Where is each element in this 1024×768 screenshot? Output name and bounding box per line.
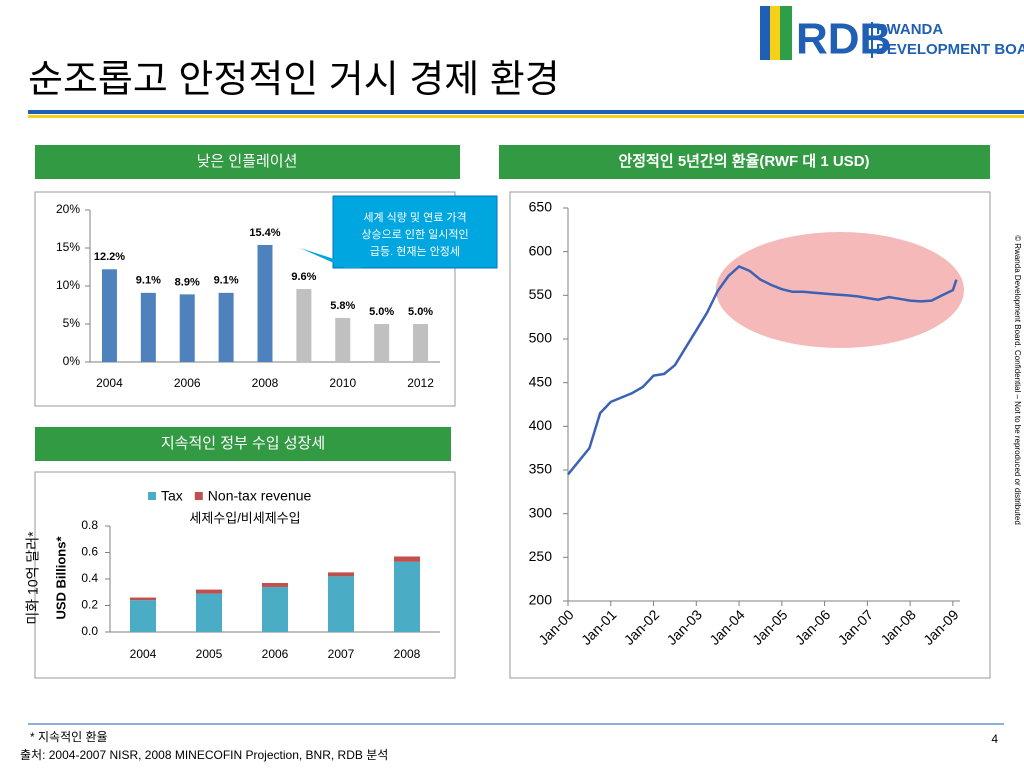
x-tick-label: 2007: [328, 647, 355, 661]
bar-segment: [130, 600, 156, 632]
page-number: 4: [991, 732, 998, 746]
x-tick-label: 2004: [130, 647, 157, 661]
bar: [335, 317, 351, 362]
y-tick-label: 200: [529, 592, 553, 608]
data-label: 9.1%: [214, 275, 239, 287]
legend-label: Tax: [161, 488, 183, 504]
panel-frame: [34, 471, 456, 679]
x-tick-label: 2004: [96, 376, 123, 390]
panel-title: 안정적인 5년간의 환율(RWF 대 1 USD): [618, 152, 869, 170]
y-tick-label: 0.6: [81, 545, 98, 559]
bar-segment: [130, 597, 156, 601]
bar: [179, 294, 195, 362]
bar-segment: [196, 593, 222, 632]
y-tick-label: 550: [529, 286, 553, 302]
legend-swatch: [194, 492, 203, 500]
y-tick-label: 300: [529, 504, 553, 520]
y-tick-label: 650: [529, 199, 553, 215]
panel-header: [35, 145, 460, 179]
legend-label: Non-tax revenue: [208, 488, 312, 504]
y-tick-label: 20%: [56, 202, 80, 216]
y-tick-label: 0%: [63, 354, 81, 368]
y-tick-label: 0.2: [81, 598, 98, 612]
data-label: 5.0%: [408, 306, 433, 318]
panel-title: 낮은 인플레이션: [197, 153, 298, 170]
logo-text: DEVELOPMENT BOARD: [876, 41, 1024, 58]
y-tick-label: 400: [529, 417, 553, 433]
callout-pointer: [300, 248, 362, 268]
bar: [413, 324, 429, 362]
callout-text: 급등. 현재는 안정세: [370, 245, 460, 258]
bar: [101, 269, 117, 362]
bar: [257, 244, 273, 362]
panel-frame: [509, 191, 991, 679]
bar-segment: [394, 556, 420, 562]
callout-text: 세계 식량 및 연료 가격: [363, 211, 466, 224]
side-note: © Rwanda Development Board. Confidential…: [1013, 235, 1022, 525]
y-tick-label: 250: [529, 548, 553, 564]
x-tick-label: 2006: [262, 647, 289, 661]
x-tick-label: 2010: [329, 376, 356, 390]
title-rule: [28, 115, 1024, 118]
logo-stripe: [770, 6, 780, 60]
y-axis-label: 미화 10억 달러*: [25, 531, 41, 625]
data-label: 15.4%: [249, 227, 280, 239]
panel-title: 지속적인 정부 수입 성장세: [161, 435, 325, 452]
chart-subtitle: 세제수입/비세제수입: [189, 510, 300, 525]
bar: [374, 324, 390, 362]
x-tick-label: 2008: [394, 647, 421, 661]
data-label: 9.1%: [136, 275, 161, 287]
panel-frame: [34, 191, 456, 407]
data-label: 5.0%: [369, 306, 394, 318]
rate-line: [567, 265, 958, 476]
slide-title: 순조롭고 안정적인 거시 경제 환경: [28, 59, 560, 101]
y-tick-label: 450: [529, 373, 553, 389]
title-rule: [28, 110, 1024, 114]
data-label: 5.8%: [330, 300, 355, 312]
source: 출처: 2004-2007 NISR, 2008 MINECOFIN Proje…: [20, 748, 388, 762]
highlight: [716, 232, 964, 348]
bar: [140, 292, 156, 362]
x-tick-label: 2005: [196, 647, 223, 661]
bar: [296, 289, 312, 362]
x-tick-label: 2012: [407, 376, 434, 390]
logo-stripe: [780, 6, 792, 60]
bar-segment: [262, 586, 288, 632]
bar-segment: [262, 582, 288, 587]
bar-segment: [394, 561, 420, 632]
bar-segment: [328, 572, 354, 577]
data-label: 9.6%: [291, 271, 316, 283]
y-tick-label: 0.0: [81, 624, 98, 638]
panel-header: [499, 145, 990, 179]
x-tick-label: 2006: [174, 376, 201, 390]
bar: [218, 292, 234, 362]
y-tick-label: 350: [529, 461, 553, 477]
y-tick-label: 500: [529, 330, 553, 346]
y-axis-label: USD Billions*: [53, 536, 68, 620]
y-tick-label: 15%: [56, 240, 80, 254]
footnote: * 지속적인 환율: [30, 730, 108, 744]
logo-mark: RDB: [796, 15, 891, 64]
y-tick-label: 0.4: [81, 571, 98, 585]
data-label: 8.9%: [175, 276, 200, 288]
x-tick-label: 2008: [252, 376, 279, 390]
y-tick-label: 10%: [56, 278, 80, 292]
callout: [332, 195, 498, 269]
y-tick-label: 600: [529, 242, 553, 258]
bar-segment: [328, 576, 354, 632]
data-label: 12.2%: [94, 251, 125, 263]
y-tick-label: 5%: [63, 316, 81, 330]
panel-header: [35, 427, 451, 461]
legend-swatch: [148, 492, 156, 500]
y-tick-label: 0.8: [81, 518, 98, 532]
callout-text: 상승으로 인한 일시적인: [361, 227, 468, 241]
bar-segment: [196, 589, 222, 594]
logo-stripe: [760, 6, 770, 60]
logo-text: RWANDA: [876, 21, 943, 38]
